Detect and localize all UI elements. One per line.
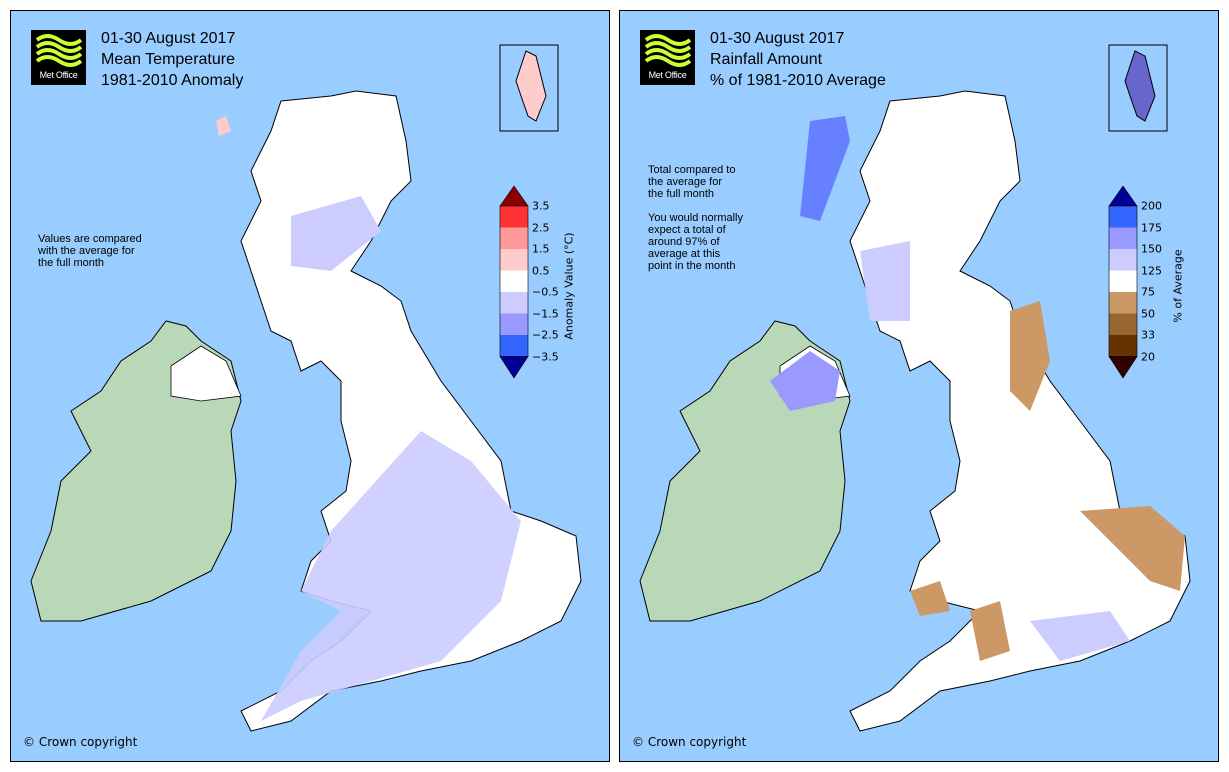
colorbar-tick-label: 20 [1141,350,1155,363]
anomaly-patch [291,196,381,271]
uk-map [30,44,582,732]
colorbar-segment [1109,227,1137,249]
shetland-inset-box [1108,44,1168,132]
shetland-islands [1124,50,1156,122]
colorbar-segment [500,249,528,271]
colorbar-tick-label: 200 [1141,199,1162,213]
colorbar-segment [1109,292,1137,314]
rainfall-patch-dry [910,581,950,616]
colorbar-tick-label: −0.5 [532,285,559,299]
colorbar-legend: 3.5 2.5 1.5 0.5 −0.5 −1.5 −2.5 −3.5 Anomaly Valu… [499,186,589,386]
met-office-logo: Met Office [31,30,86,85]
colorbar-tick-label: 175 [1141,221,1162,234]
title-line: Mean Temperature [101,51,235,68]
rainfall-patch-dry [970,601,1010,661]
colorbar-tick-label: 2.5 [532,221,550,234]
colorbar-tick-label: −3.5 [532,350,559,363]
colorbar-segment [500,270,528,292]
copyright-text: © Crown copyright [632,735,747,749]
colorbar-segment [1109,270,1137,292]
map-note: Total compared to the average for the fu… [648,164,743,272]
rainfall-patch-wet [860,241,910,321]
great-britain-landmass [849,90,1191,732]
title-line: 1981-2010 Anomaly [101,72,244,89]
colorbar-tick-label: −2.5 [532,328,559,342]
colorbar-tick-label: −1.5 [532,307,559,320]
shetland-inset-box [499,44,559,132]
colorbar-tick-label: 125 [1141,264,1162,277]
colorbar-legend: 200 175 150 125 75 50 33 20 % of Average [1108,186,1198,386]
colorbar-tick-label: 1.5 [532,242,550,256]
colorbar-under-triangle [1108,356,1138,379]
title-line: % of 1981-2010 Average [710,72,886,89]
anomaly-patch [261,431,521,721]
colorbar-axis-label: Anomaly Value (°C) [562,232,576,340]
northern-ireland-region [170,345,242,402]
map-title: 01-30 August 2017 Rainfall Amount % of 198… [710,28,886,91]
colorbar-over-triangle [499,186,529,207]
colorbar-segment [1109,206,1137,228]
colorbar-tick-label: 0.5 [532,264,550,277]
logo-text: Met Office [39,70,78,80]
uk-map [639,44,1191,732]
colorbar-axis-label: % of Average [1171,249,1185,323]
colorbar-tick-label: 150 [1141,242,1162,256]
rainfall-patch-wet [1030,611,1130,661]
copyright-text: © Crown copyright [23,735,138,749]
wave-logo-icon [35,34,83,67]
colorbar-tick-label: 50 [1141,307,1155,320]
temperature-anomaly-map-panel: Met Office 01-30 August 2017 Mean Tempera… [10,10,610,762]
colorbar-segment [1109,249,1137,271]
colorbar-tick-label: 3.5 [532,199,550,213]
title-line: 01-30 August 2017 [710,30,845,47]
map-title: 01-30 August 2017 Mean Temperature 1981-20… [101,28,243,91]
colorbar-tick-label: 75 [1141,285,1155,299]
title-line: 01-30 August 2017 [101,30,236,47]
title-line: Rainfall Amount [710,51,823,68]
shetland-islands [515,50,547,122]
colorbar-under-triangle [499,356,529,379]
colorbar-tick-label: 33 [1141,328,1155,342]
colorbar-segment [500,206,528,228]
colorbar-segment [500,313,528,335]
rainfall-patch-dry [1080,506,1185,591]
rainfall-patch-wet [800,116,850,221]
colorbar-segment [500,227,528,249]
colorbar-segment [500,335,528,357]
colorbar-segment [1109,335,1137,357]
map-note: Values are compared with the average for… [38,233,142,269]
anomaly-patch [216,116,231,136]
colorbar-segment [500,292,528,314]
rainfall-patch-dry [1010,301,1050,411]
colorbar-over-triangle [1108,186,1138,207]
wave-logo-icon [644,34,692,67]
rainfall-patch-wet [770,351,840,411]
rainfall-percent-map-panel: Met Office 01-30 August 2017 Rainfall Amo… [619,10,1219,762]
logo-text: Met Office [648,70,687,80]
colorbar-segment [1109,313,1137,335]
met-office-logo: Met Office [640,30,695,85]
